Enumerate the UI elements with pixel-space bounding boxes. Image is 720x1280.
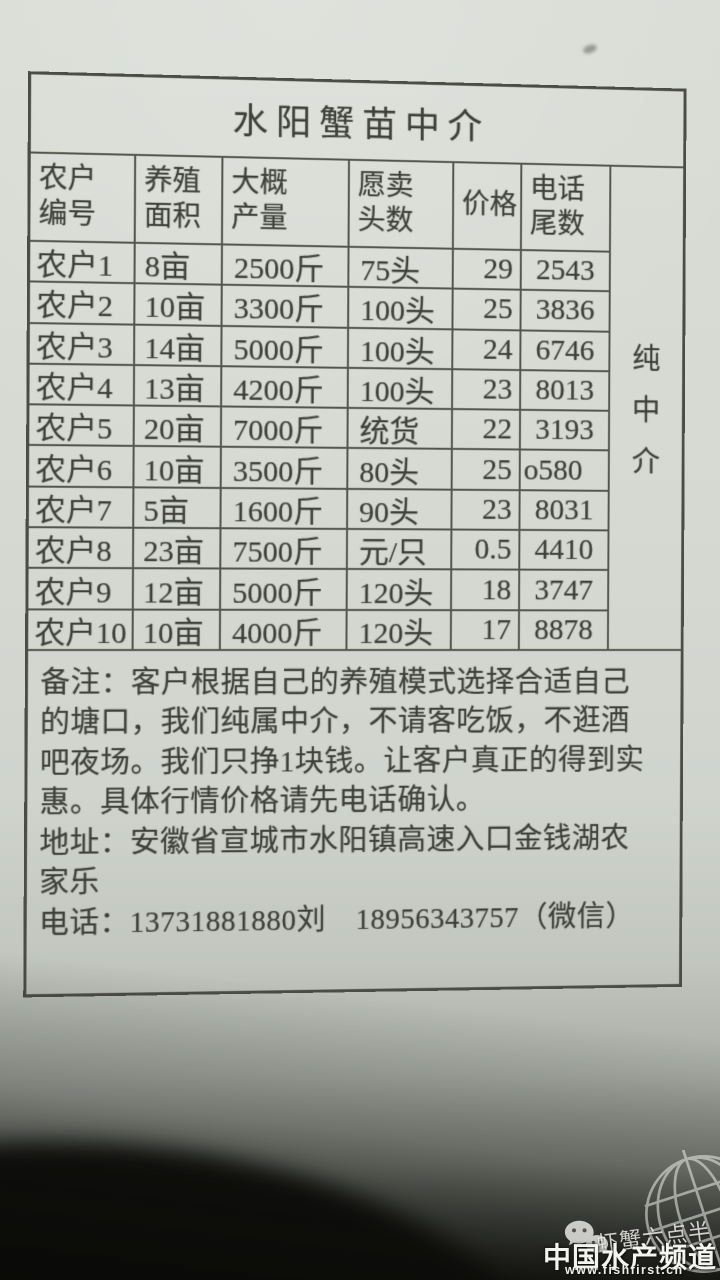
header-line: 愿卖 — [357, 170, 414, 203]
price-sheet: 水阳蟹苗中介 农户 编号 养殖 面积 大概 产量 愿卖 头数 价格 — [23, 71, 687, 998]
side-note-pure-broker: 纯 中 介 — [608, 166, 684, 651]
table-cell-price: 23 — [453, 370, 522, 411]
table-cell-farmer-id: 农户10 — [28, 610, 134, 652]
table-cell-yield: 5000斤 — [222, 326, 350, 369]
side-note-char: 介 — [631, 446, 660, 479]
table-cell-area: 10亩 — [135, 284, 223, 327]
note-line: 的塘口，我们纯属中介，不请客吃饭，不逛酒 — [40, 705, 631, 740]
table-cell-farmer-id: 农户8 — [28, 528, 135, 570]
table-cell-heads: 100头 — [349, 288, 454, 330]
page-title: 水阳蟹苗中介 — [30, 74, 684, 169]
header-line: 尾数 — [529, 208, 585, 240]
table-cell-farmer-id: 农户1 — [30, 241, 136, 285]
table-cell-yield: 2500斤 — [222, 245, 350, 289]
table-cell-yield: 3500斤 — [221, 448, 349, 490]
header-line: 价格 — [461, 189, 518, 222]
side-note-char: 中 — [631, 395, 661, 428]
watermark-overlay-text: 虾蟹六点半 — [595, 1218, 713, 1257]
header-farmer-id: 农户 编号 — [30, 153, 137, 244]
table-cell-heads: 80头 — [348, 449, 453, 491]
table-cell-phone: o580 — [520, 450, 610, 492]
table-cell-phone: 8031 — [520, 490, 610, 532]
table-cell-phone: 3836 — [521, 291, 611, 333]
price-table: 农户 编号 养殖 面积 大概 产量 愿卖 头数 价格 电话 尾数 — [28, 153, 684, 652]
address-line: 地址：安徽省宣城市水阳镇高速入口金钱湖农 — [39, 822, 630, 861]
table-cell-phone: 3193 — [520, 410, 611, 452]
table-cell-heads: 90头 — [348, 489, 453, 531]
table-cell-area: 5亩 — [134, 488, 222, 530]
note-line: 惠。具体行情价格请先电话确认。 — [39, 784, 486, 820]
table-surface-shadow — [0, 1142, 570, 1280]
watermark-url-text: www.fishfirst.cn — [565, 1263, 684, 1277]
table-cell-farmer-id: 农户6 — [29, 446, 135, 489]
table-cell-price: 24 — [453, 329, 522, 371]
header-line: 电话 — [529, 174, 585, 207]
table-cell-heads: 120头 — [347, 610, 452, 651]
table-cell-farmer-id: 农户2 — [29, 282, 136, 326]
watermark-brand-text: 中国水产频道 — [543, 1242, 718, 1273]
header-price: 价格 — [453, 163, 523, 252]
table-cell-yield: 7500斤 — [221, 529, 349, 571]
table-cell-heads: 75头 — [349, 247, 454, 290]
table-cell-farmer-id: 农户3 — [29, 323, 136, 366]
table-cell-price: 25 — [453, 289, 522, 331]
table-cell-area: 10亩 — [134, 447, 222, 489]
table-cell-heads: 元/只 — [347, 530, 453, 571]
table-cell-area: 13亩 — [134, 365, 223, 408]
table-cell-area: 20亩 — [134, 406, 223, 449]
table-cell-phone: 8013 — [521, 370, 611, 412]
header-phone: 电话 尾数 — [521, 164, 612, 253]
wechat-icon — [564, 1220, 609, 1255]
table-cell-heads: 100头 — [348, 328, 454, 371]
header-line: 头数 — [357, 204, 414, 237]
table-cell-farmer-id: 农户4 — [29, 364, 136, 407]
table-cell-area: 12亩 — [133, 569, 222, 611]
side-note-char: 纯 — [632, 343, 661, 376]
header-line: 大概 — [231, 167, 288, 200]
header-line: 编号 — [38, 197, 97, 231]
notes-section: 备注：客户根据自己的养殖模式选择合适自己 的塘口，我们纯属中介，不请客吃饭，不逛… — [26, 651, 680, 994]
paper-smudge — [582, 42, 598, 56]
table-cell-price: 22 — [452, 410, 522, 451]
table-cell-heads: 120头 — [347, 570, 453, 611]
table-cell-price: 0.5 — [452, 530, 521, 571]
note-line: 备注：客户根据自己的养殖模式选择合适自己 — [40, 666, 631, 700]
table-cell-farmer-id: 农户5 — [29, 405, 135, 448]
phone-line: 电话：13731881880刘 18956343757（微信） — [38, 900, 635, 941]
table-cell-phone: 3747 — [520, 570, 610, 612]
table-cell-area: 10亩 — [133, 610, 222, 651]
header-line: 农户 — [38, 163, 97, 196]
table-cell-farmer-id: 农户7 — [28, 487, 135, 529]
table-cell-yield: 7000斤 — [221, 407, 349, 450]
table-cell-yield: 3300斤 — [222, 285, 350, 329]
table-cell-phone: 4410 — [520, 530, 610, 572]
table-cell-phone: 2543 — [521, 251, 611, 293]
globe-icon — [644, 1150, 720, 1278]
table-cell-yield: 1600斤 — [221, 488, 349, 531]
table-cell-phone: 8878 — [519, 610, 610, 651]
header-area: 养殖 面积 — [135, 155, 224, 246]
table-cell-farmer-id: 农户9 — [28, 569, 135, 611]
table-cell-price: 17 — [451, 610, 521, 651]
table-cell-area: 8亩 — [135, 243, 223, 286]
note-line: 吧夜场。我们只挣1块钱。让客户真正的得到实 — [39, 744, 645, 780]
table-cell-heads: 100头 — [348, 368, 454, 411]
table-cell-yield: 4000斤 — [220, 610, 348, 651]
table-cell-price: 29 — [453, 249, 522, 292]
header-heads: 愿卖 头数 — [349, 160, 455, 250]
table-cell-area: 23亩 — [134, 528, 222, 570]
header-line: 面积 — [143, 200, 201, 233]
table-cell-price: 25 — [452, 450, 521, 491]
table-cell-price: 23 — [452, 490, 521, 531]
table-cell-yield: 4200斤 — [222, 367, 349, 410]
table-cell-phone: 6746 — [521, 330, 611, 373]
table-cell-yield: 5000斤 — [221, 569, 348, 611]
header-yield: 大概 产量 — [222, 157, 350, 248]
header-line: 产量 — [231, 201, 288, 235]
table-cell-area: 14亩 — [135, 325, 223, 368]
table-cell-heads: 统货 — [348, 409, 454, 451]
table-cell-price: 18 — [451, 570, 521, 611]
header-line: 养殖 — [144, 165, 202, 199]
